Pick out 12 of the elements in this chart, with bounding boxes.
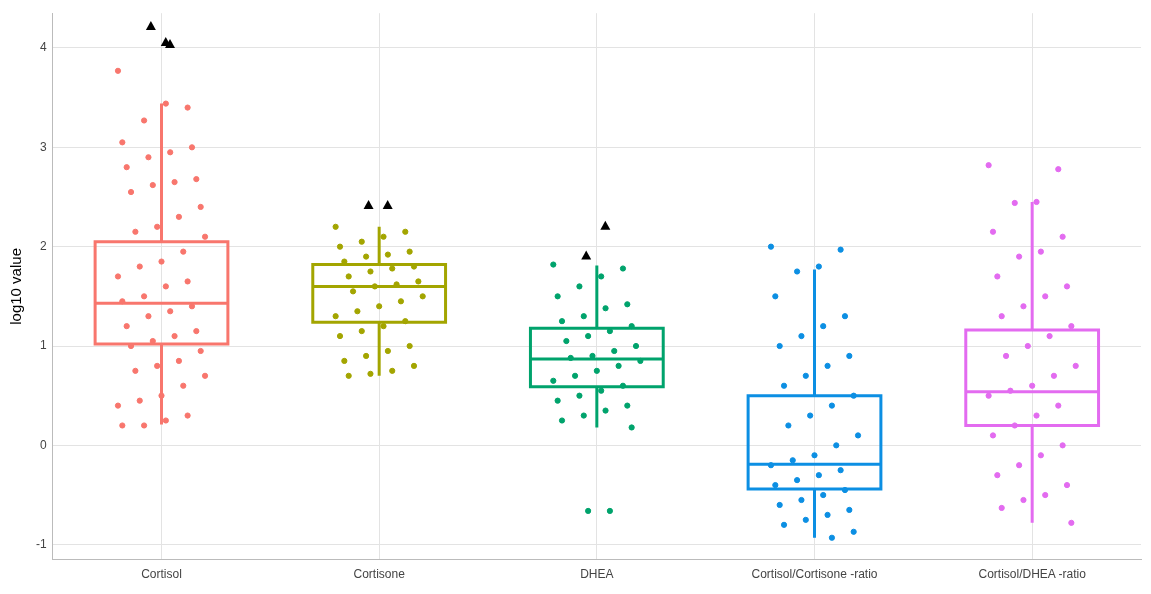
y-tick-label: 3 bbox=[39, 139, 47, 154]
x-tick-label: Cortisone bbox=[353, 567, 406, 582]
y-tick-label: 4 bbox=[39, 40, 47, 55]
x-tick-label: DHEA bbox=[580, 567, 614, 582]
x-tick-label: Cortisol/Cortisone -ratio bbox=[751, 567, 878, 582]
y-axis-title: log10 value bbox=[7, 248, 25, 325]
y-tick-label: -1 bbox=[36, 537, 47, 552]
x-tick-label: Cortisol bbox=[141, 567, 182, 582]
y-tick-label: 2 bbox=[39, 238, 47, 253]
y-tick-label: 0 bbox=[39, 437, 47, 452]
x-tick-label: Cortisol/DHEA -ratio bbox=[978, 567, 1087, 582]
y-tick-label: 1 bbox=[39, 338, 47, 353]
